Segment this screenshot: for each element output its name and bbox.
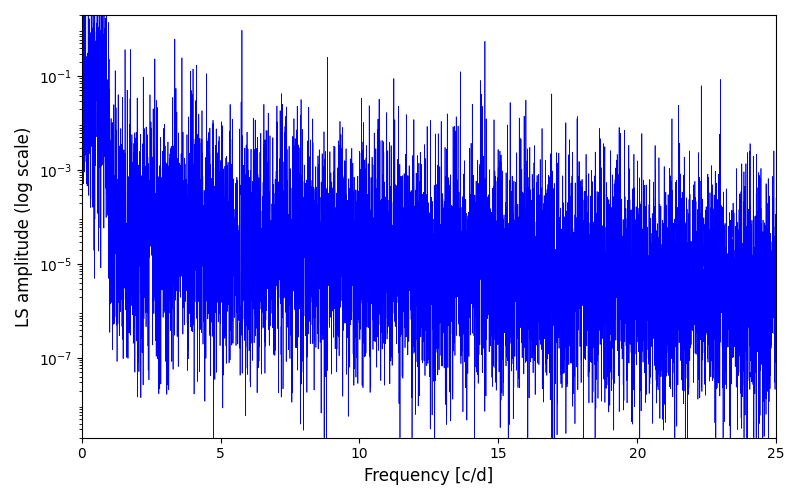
X-axis label: Frequency [c/d]: Frequency [c/d] xyxy=(364,467,494,485)
Y-axis label: LS amplitude (log scale): LS amplitude (log scale) xyxy=(15,126,33,326)
